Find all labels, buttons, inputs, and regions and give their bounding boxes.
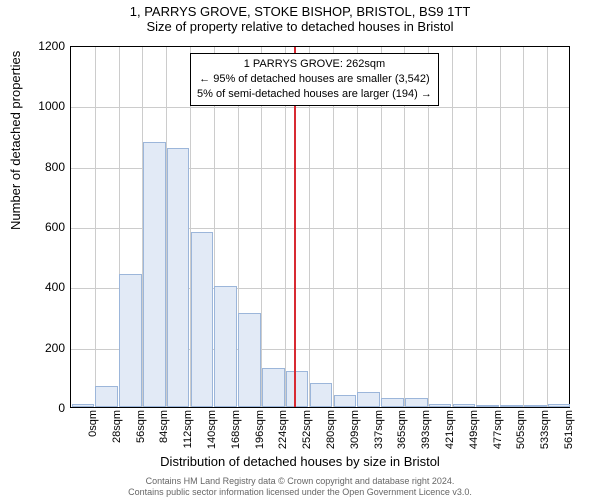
x-tick-label: 533sqm [539, 410, 551, 470]
x-tick-label: 28sqm [111, 410, 123, 470]
y-axis-label: Number of detached properties [8, 51, 23, 230]
histogram-bar [334, 395, 357, 407]
gridline-v [500, 47, 501, 407]
y-tick-label: 1000 [5, 99, 65, 113]
x-tick-label: 309sqm [349, 410, 361, 470]
y-tick-label: 1200 [5, 39, 65, 53]
histogram-plot: 1 PARRYS GROVE: 262sqm← 95% of detached … [70, 46, 570, 408]
histogram-bar [405, 398, 428, 407]
annotation-line: 1 PARRYS GROVE: 262sqm [197, 57, 432, 72]
histogram-bar [524, 405, 547, 407]
x-tick-label: 365sqm [396, 410, 408, 470]
gridline-h [71, 107, 569, 108]
x-tick-label: 477sqm [492, 410, 504, 470]
histogram-bar [72, 404, 95, 407]
x-tick-label: 196sqm [254, 410, 266, 470]
histogram-bar [214, 286, 237, 407]
histogram-bar [548, 404, 571, 407]
histogram-bar [453, 404, 476, 407]
histogram-bar [381, 398, 404, 407]
histogram-bar [476, 405, 499, 407]
y-tick-label: 0 [5, 401, 65, 415]
histogram-bar [429, 404, 452, 407]
x-tick-label: 449sqm [468, 410, 480, 470]
gridline-v [452, 47, 453, 407]
x-tick-label: 337sqm [373, 410, 385, 470]
x-tick-label: 140sqm [206, 410, 218, 470]
gridline-v [547, 47, 548, 407]
y-tick-label: 600 [5, 220, 65, 234]
gridline-v [95, 47, 96, 407]
histogram-bar [119, 274, 142, 407]
x-tick-label: 393sqm [420, 410, 432, 470]
annotation-line: ← 95% of detached houses are smaller (3,… [197, 72, 432, 87]
histogram-bar [262, 368, 285, 407]
gridline-v [476, 47, 477, 407]
histogram-bar [143, 142, 166, 407]
annotation-box: 1 PARRYS GROVE: 262sqm← 95% of detached … [190, 53, 439, 106]
histogram-bar [95, 386, 118, 407]
gridline-v [523, 47, 524, 407]
footer-line1: Contains HM Land Registry data © Crown c… [146, 476, 455, 486]
page-title-subtitle: Size of property relative to detached ho… [0, 19, 600, 34]
histogram-bar [286, 371, 309, 407]
x-tick-label: 505sqm [515, 410, 527, 470]
histogram-bar [310, 383, 333, 407]
histogram-bar [238, 313, 261, 407]
histogram-bar [500, 405, 523, 407]
x-tick-label: 421sqm [444, 410, 456, 470]
x-tick-label: 561sqm [563, 410, 575, 470]
x-tick-label: 252sqm [301, 410, 313, 470]
page-title-address: 1, PARRYS GROVE, STOKE BISHOP, BRISTOL, … [0, 0, 600, 19]
x-tick-label: 112sqm [182, 410, 194, 470]
x-tick-label: 280sqm [325, 410, 337, 470]
footer-attribution: Contains HM Land Registry data © Crown c… [0, 476, 600, 498]
histogram-bar [191, 232, 214, 407]
x-tick-label: 0sqm [87, 410, 99, 470]
histogram-bar [357, 392, 380, 407]
histogram-bar [167, 148, 190, 407]
y-tick-label: 200 [5, 341, 65, 355]
annotation-line: 5% of semi-detached houses are larger (1… [197, 87, 432, 102]
x-tick-label: 84sqm [158, 410, 170, 470]
x-tick-label: 168sqm [230, 410, 242, 470]
x-tick-label: 56sqm [135, 410, 147, 470]
y-tick-label: 400 [5, 280, 65, 294]
x-tick-label: 224sqm [277, 410, 289, 470]
y-tick-label: 800 [5, 160, 65, 174]
footer-line2: Contains public sector information licen… [128, 487, 472, 497]
